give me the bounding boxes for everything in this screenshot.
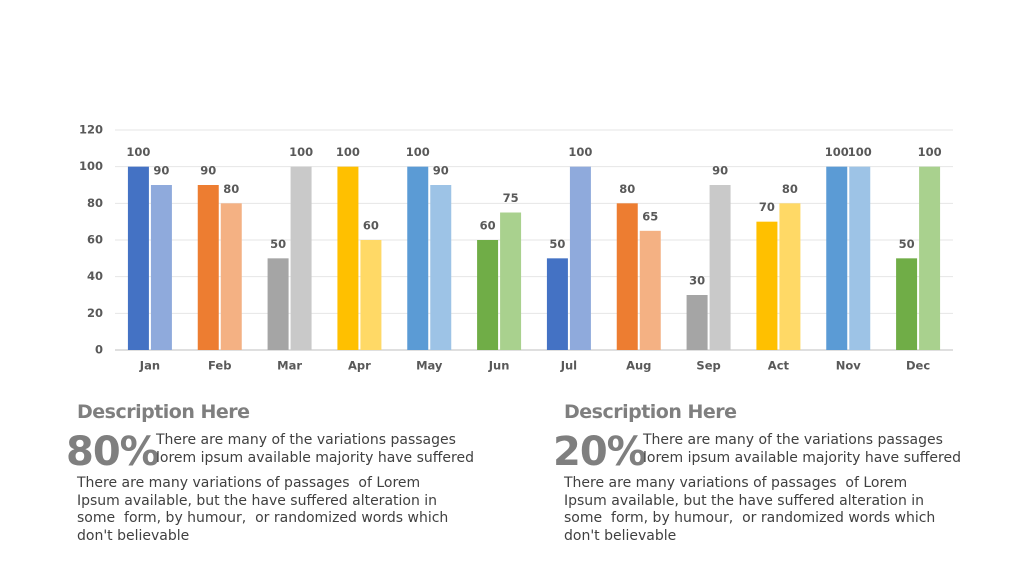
body-line: don't believable	[77, 527, 190, 544]
x-tick-label: Feb	[208, 359, 231, 373]
bar	[150, 185, 172, 350]
data-label: 100	[918, 145, 942, 159]
data-label: 100	[848, 145, 872, 159]
data-label: 50	[270, 237, 286, 251]
percent: 20%	[553, 429, 647, 475]
bar	[127, 166, 149, 350]
y-tick-label: 100	[79, 159, 103, 173]
data-label: 50	[549, 237, 565, 251]
data-label: 90	[712, 164, 728, 178]
bar	[477, 240, 499, 350]
x-tick-label: Jun	[488, 359, 510, 373]
x-tick-label: Sep	[696, 359, 720, 373]
bar	[779, 203, 801, 350]
bar	[709, 185, 731, 350]
data-label: 100	[825, 145, 849, 159]
bar	[546, 258, 568, 350]
lead-line: There are many of the variations passage…	[643, 432, 943, 448]
x-tick-label: Act	[768, 359, 790, 373]
bar	[686, 295, 708, 350]
data-label: 50	[899, 237, 915, 251]
data-label: 100	[289, 145, 313, 159]
data-label: 100	[126, 145, 150, 159]
bar	[267, 258, 289, 350]
x-tick-label: Dec	[906, 359, 930, 373]
x-tick-label: Apr	[348, 359, 371, 373]
data-label: 100	[406, 145, 430, 159]
data-label: 70	[759, 200, 775, 214]
data-label: 60	[363, 219, 379, 233]
body-line: some form, by humour, or randomized word…	[564, 510, 936, 526]
y-tick-label: 40	[87, 269, 103, 283]
body-line: don't believable	[564, 527, 677, 544]
data-label: 75	[503, 191, 519, 205]
bar	[919, 166, 941, 350]
lead-line: There are many of the variations passage…	[156, 432, 456, 448]
body-line: some form, by humour, or randomized word…	[77, 510, 449, 526]
bar	[826, 166, 848, 350]
data-label: 80	[619, 182, 635, 196]
heading: Description Here	[77, 401, 250, 423]
bar	[569, 166, 591, 350]
body-line: Ipsum available, but the have suffered a…	[77, 492, 438, 509]
x-tick-label: Jan	[139, 359, 160, 373]
data-label: 100	[568, 145, 592, 159]
data-label: 80	[223, 182, 239, 196]
body-line: There are many variations of passages of…	[564, 475, 908, 491]
x-tick-label: Mar	[277, 359, 302, 373]
bar	[360, 240, 382, 350]
data-label: 65	[642, 209, 658, 223]
bar	[639, 230, 661, 350]
y-tick-label: 0	[95, 343, 103, 357]
x-tick-label: May	[416, 359, 443, 373]
data-label: 90	[433, 164, 449, 178]
body-line: There are many variations of passages of…	[77, 475, 421, 491]
data-label: 60	[480, 219, 496, 233]
bar	[337, 166, 359, 350]
bar	[430, 185, 452, 350]
bar	[290, 166, 312, 350]
data-label: 90	[200, 164, 216, 178]
x-tick-label: Nov	[836, 359, 862, 373]
bar	[616, 203, 638, 350]
bar	[197, 185, 219, 350]
x-tick-label: Jul	[560, 359, 577, 373]
data-label: 90	[153, 164, 169, 178]
bar	[756, 221, 778, 350]
bar	[896, 258, 918, 350]
lead-line: lorem ipsum available majority have suff…	[156, 449, 474, 466]
bar	[500, 212, 522, 350]
y-tick-label: 80	[87, 196, 103, 210]
body-line: Ipsum available, but the have suffered a…	[564, 492, 925, 509]
bar	[220, 203, 242, 350]
y-tick-label: 20	[87, 306, 103, 320]
y-tick-label: 120	[79, 123, 103, 137]
bar	[849, 166, 871, 350]
heading: Description Here	[564, 401, 737, 423]
bar	[407, 166, 429, 350]
data-label: 80	[782, 182, 798, 196]
percent: 80%	[66, 429, 160, 475]
x-tick-label: Aug	[626, 359, 651, 373]
lead-line: lorem ipsum available majority have suff…	[643, 449, 961, 466]
data-label: 30	[689, 274, 705, 288]
data-label: 100	[336, 145, 360, 159]
y-tick-label: 60	[87, 233, 103, 247]
